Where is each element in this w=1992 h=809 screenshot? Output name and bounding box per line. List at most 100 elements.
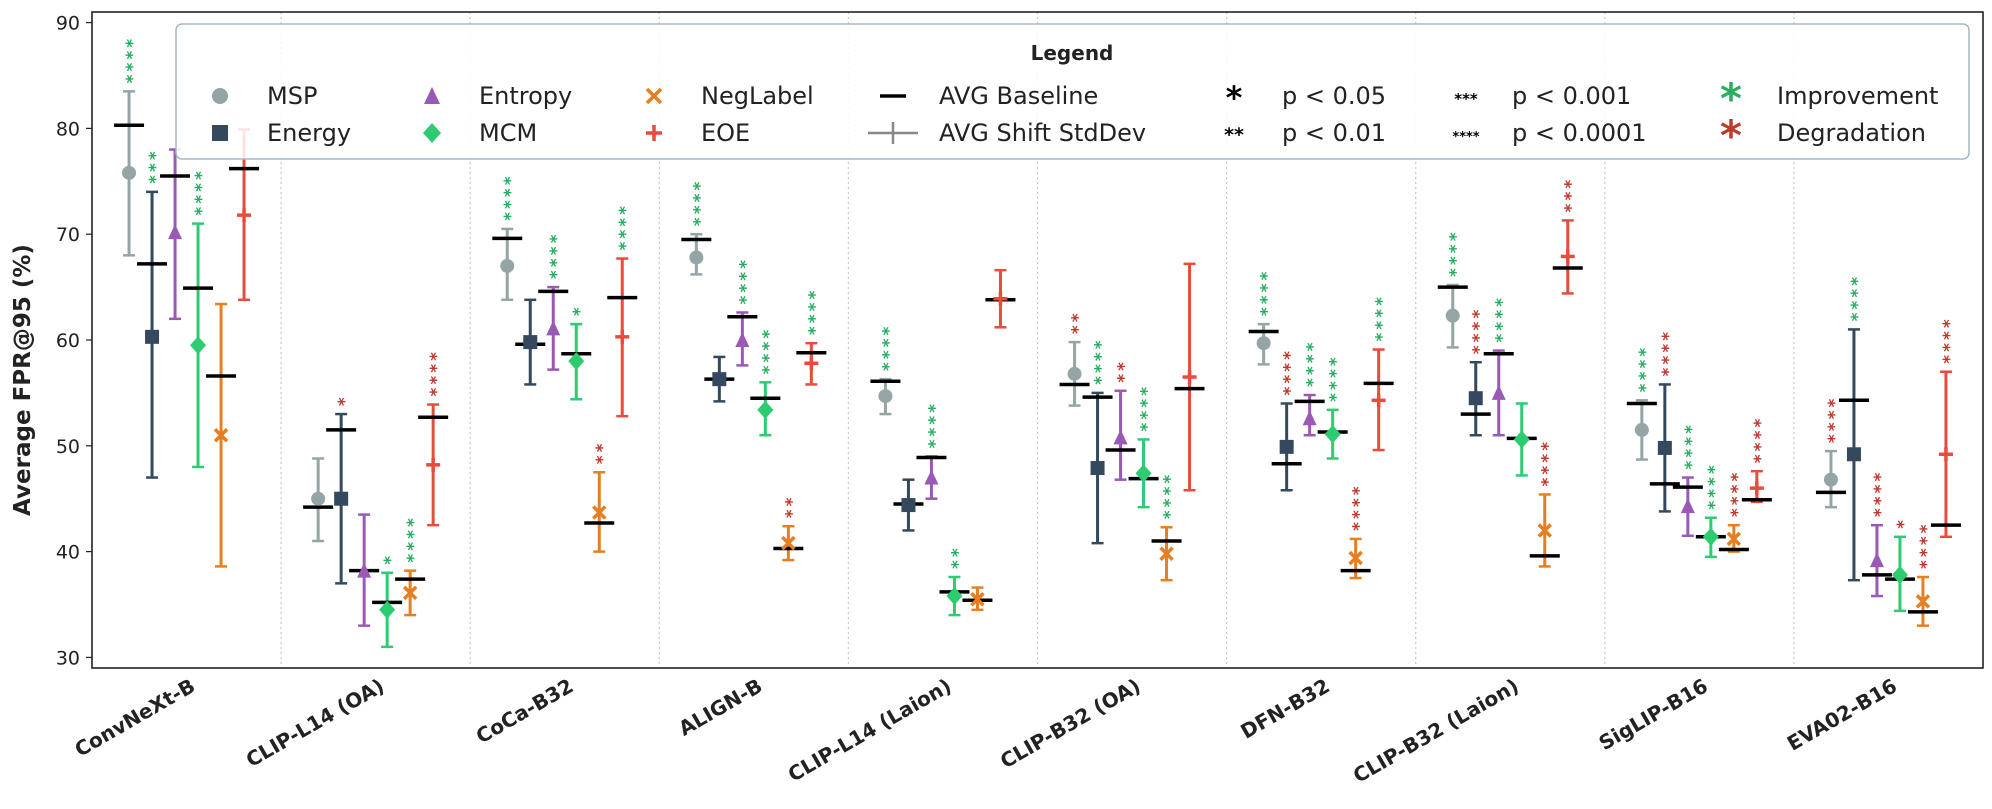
data-point [1869, 552, 1884, 568]
significance-mark: **** [1161, 472, 1181, 520]
legend-marker-energy [212, 125, 228, 141]
legend-marker-entropy [424, 87, 440, 104]
x-tick-label: DFN-B32 [1236, 674, 1333, 744]
data-point [1726, 531, 1742, 547]
legend-marker-degradation: * [1720, 111, 1742, 160]
data-point [1634, 422, 1649, 437]
significance-mark: **** [1470, 307, 1490, 355]
data-point [1256, 336, 1271, 351]
data-point [1348, 550, 1363, 566]
significance-mark: **** [690, 179, 710, 227]
significance-mark: **** [547, 232, 567, 280]
legend-marker-pvalue: *** [1454, 90, 1478, 108]
data-point [1302, 410, 1317, 426]
legend-label-improvement: Improvement [1777, 82, 1938, 110]
data-point [712, 372, 727, 387]
data-point-stroke [592, 505, 607, 520]
data-point [878, 389, 893, 404]
data-point [1113, 429, 1128, 445]
y-tick-label: 70 [56, 224, 80, 246]
data-point [1846, 447, 1861, 462]
significance-mark: **** [1281, 348, 1301, 396]
data-point [1537, 523, 1552, 538]
data-point [1680, 498, 1695, 514]
data-point [523, 335, 538, 350]
significance-mark: **** [1636, 345, 1656, 393]
x-tick-label: ConvNeXt-B [71, 674, 200, 762]
data-point [735, 332, 750, 347]
significance-mark: **** [1138, 384, 1158, 432]
data-point-stroke [1915, 594, 1931, 609]
significance-mark: **** [616, 203, 636, 251]
significance-mark: *** [1562, 177, 1582, 213]
y-axis-label: Average FPR@95 (%) [10, 244, 36, 516]
data-point [993, 291, 1008, 306]
legend-label-pvalue: p < 0.0001 [1512, 119, 1647, 147]
significance-mark: **** [1327, 354, 1347, 402]
data-point [1702, 527, 1719, 546]
legend-marker-msp [212, 88, 228, 104]
y-tick-label: 40 [56, 542, 80, 564]
data-point [334, 491, 349, 506]
data-point [1135, 464, 1152, 483]
significance-mark: **** [759, 327, 779, 375]
significance-mark: *** [146, 148, 166, 184]
significance-mark: **** [1373, 294, 1393, 342]
data-point-stroke [970, 591, 985, 607]
data-point [1371, 393, 1386, 408]
x-tick-label: EVA02-B16 [1783, 674, 1901, 756]
significance-mark: **** [805, 288, 825, 336]
data-point [615, 329, 630, 344]
significance-mark: **** [1258, 269, 1278, 317]
x-tick-label: SigLIP-B16 [1595, 674, 1712, 756]
legend-label-energy: Energy [267, 119, 351, 147]
significance-mark: **** [1659, 329, 1679, 377]
data-point-stroke [1348, 550, 1363, 566]
data-point [757, 400, 774, 419]
data-point-stroke [781, 535, 796, 551]
data-point-stroke [1726, 531, 1742, 547]
significance-mark: **** [1871, 470, 1891, 518]
data-point [1182, 370, 1197, 385]
data-point [901, 498, 916, 513]
significance-mark: **** [736, 257, 756, 305]
y-tick-label: 60 [56, 330, 80, 352]
significance-mark: **** [879, 324, 899, 372]
legend-title: Legend [1031, 41, 1114, 65]
data-point [781, 535, 796, 551]
significance-mark: **** [1848, 274, 1868, 322]
significance-mark: **** [1350, 483, 1370, 531]
data-point-stroke [402, 585, 418, 601]
significance-mark: ** [1115, 359, 1135, 383]
data-point [190, 336, 207, 355]
legend-marker-improvement: * [1720, 74, 1742, 123]
significance-mark: **** [1728, 470, 1748, 518]
y-tick-label: 80 [56, 118, 80, 140]
data-point [1891, 565, 1908, 584]
legend-marker-pvalue: **** [1452, 130, 1479, 145]
data-point [804, 356, 819, 371]
significance-mark: **** [1751, 416, 1771, 464]
legend-box [175, 23, 1970, 160]
legend-label-avg-baseline: AVG Baseline [939, 82, 1098, 110]
significance-mark: **** [1447, 229, 1467, 277]
data-point [402, 585, 418, 601]
legend-label-mcm: MCM [479, 119, 537, 147]
data-point [1823, 472, 1838, 487]
data-point [1915, 594, 1931, 609]
data-point [1491, 384, 1506, 400]
data-point [1513, 430, 1530, 449]
data-point [592, 505, 607, 520]
data-point [1749, 481, 1764, 496]
significance-mark: **** [1682, 422, 1702, 470]
x-tick-label: CLIP-B32 (OA) [996, 674, 1145, 774]
significance-mark: * [570, 304, 590, 316]
legend: Legend MSP Energy Entropy MCM NegLabel EOE AVG … [175, 23, 1970, 160]
data-point [500, 258, 515, 273]
significance-mark: **** [123, 36, 143, 84]
x-tick-label: CLIP-L14 (OA) [242, 674, 388, 772]
legend-label-pvalue: p < 0.001 [1512, 82, 1631, 110]
legend-marker-neglabel-stroke [645, 87, 663, 105]
significance-mark: **** [1539, 439, 1559, 487]
